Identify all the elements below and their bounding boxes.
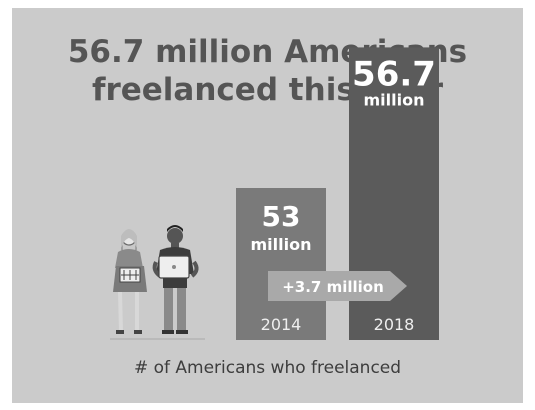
x-axis-label: # of Americans who freelanced	[133, 358, 402, 378]
change-arrow-shape	[268, 271, 407, 301]
value-label-2014: 53	[262, 200, 301, 233]
change-arrow: +3.7 million	[268, 271, 407, 301]
value-unit-2018: million	[364, 90, 425, 109]
woman-with-laptop-icon	[113, 229, 147, 334]
tick-label-2014: 2014	[261, 315, 302, 334]
man-with-laptop-icon	[152, 225, 199, 334]
change-label: +3.7 million	[282, 278, 384, 296]
value-label-2018: 56.7	[352, 54, 436, 94]
value-unit-2014: million	[251, 235, 312, 254]
tick-label-2018: 2018	[374, 315, 415, 334]
bar-2014	[236, 188, 326, 340]
